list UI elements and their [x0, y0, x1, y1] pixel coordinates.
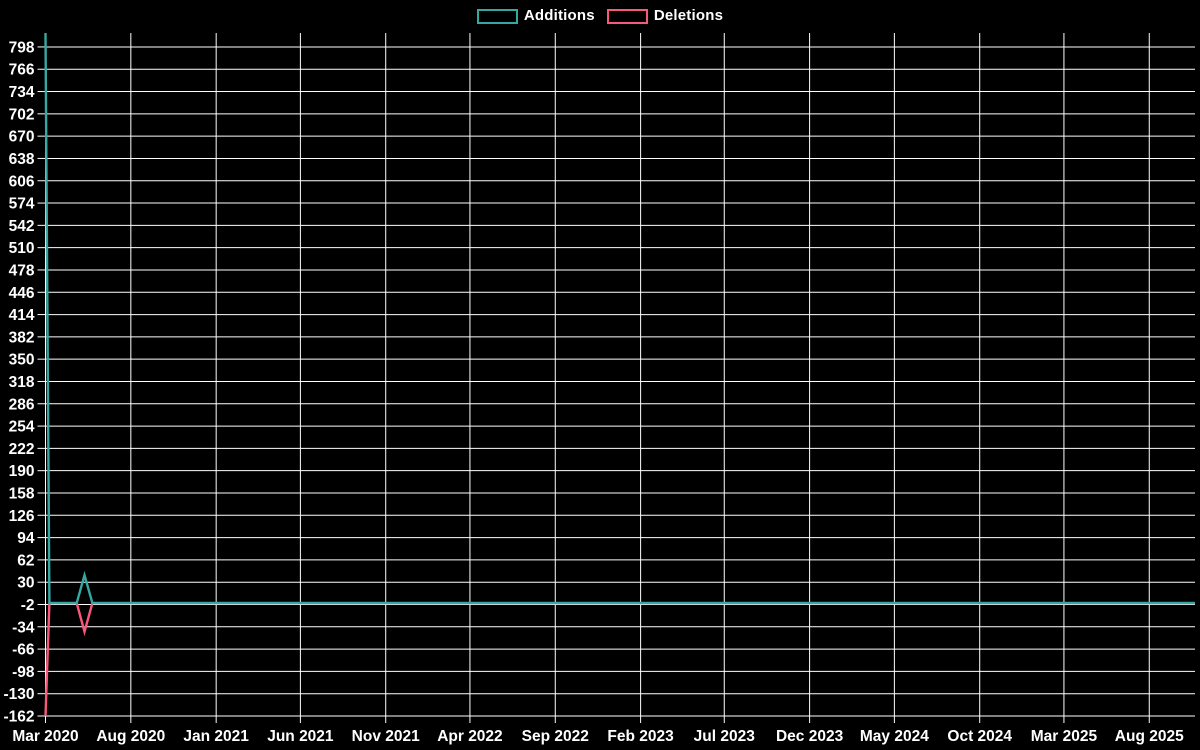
additions-line — [44, 32, 1195, 605]
y-tick-label: 670 — [9, 129, 35, 146]
y-tick-label: 30 — [17, 575, 34, 592]
x-tick-label: Jul 2023 — [694, 728, 756, 745]
y-tick-label: 158 — [9, 485, 35, 502]
x-tick-label: Oct 2024 — [947, 728, 1012, 745]
y-tick-label: 478 — [9, 262, 35, 279]
y-tick-label: -2 — [21, 597, 35, 614]
y-tick-label: 126 — [9, 508, 35, 525]
x-tick-label: Apr 2022 — [437, 728, 502, 745]
additions-swatch-icon — [476, 8, 518, 24]
x-tick-label: Jan 2021 — [183, 728, 249, 745]
y-tick-label: 254 — [9, 419, 35, 436]
y-tick-label: 286 — [9, 396, 35, 413]
x-tick-label: May 2024 — [860, 728, 929, 745]
y-tick-label: 766 — [9, 62, 35, 79]
y-tick-label: 510 — [9, 240, 35, 257]
deletions-line — [44, 601, 1195, 717]
y-tick-label: 734 — [9, 84, 35, 101]
chart-legend: Additions Deletions — [0, 7, 1200, 25]
y-tick-label: 542 — [9, 218, 35, 235]
y-tick-label: 574 — [9, 196, 35, 213]
y-tick-label: 702 — [9, 106, 35, 123]
x-tick-label: Mar 2025 — [1031, 728, 1098, 745]
x-tick-label: Dec 2023 — [776, 728, 844, 745]
y-tick-label: -162 — [3, 709, 34, 726]
x-tick-label: Aug 2020 — [96, 728, 165, 745]
y-tick-label: 446 — [9, 285, 35, 302]
y-tick-label: 798 — [9, 39, 35, 56]
x-tick-label: Feb 2023 — [607, 728, 674, 745]
y-tick-label: 222 — [9, 441, 35, 458]
deletions-swatch-icon — [606, 8, 648, 24]
y-tick-label: 638 — [9, 151, 35, 168]
y-tick-label: 606 — [9, 173, 35, 190]
x-tick-label: Sep 2022 — [522, 728, 589, 745]
legend-item-deletions: Deletions — [606, 7, 724, 25]
x-tick-label: Nov 2021 — [352, 728, 420, 745]
y-tick-label: 318 — [9, 374, 35, 391]
legend-item-additions: Additions — [476, 7, 595, 25]
y-tick-label: -34 — [12, 619, 35, 636]
y-tick-label: -66 — [12, 642, 35, 659]
x-tick-label: Jun 2021 — [267, 728, 334, 745]
y-tick-label: -130 — [3, 686, 34, 703]
x-tick-label: Mar 2020 — [12, 728, 78, 745]
legend-label-deletions: Deletions — [653, 7, 724, 24]
y-tick-label: 62 — [17, 552, 34, 569]
y-tick-label: 94 — [17, 530, 35, 547]
x-tick-label: Aug 2025 — [1115, 728, 1184, 745]
y-tick-label: 350 — [9, 352, 35, 369]
y-tick-label: 414 — [9, 307, 35, 324]
y-tick-label: 190 — [9, 463, 35, 480]
y-tick-label: -98 — [12, 664, 35, 681]
legend-label-additions: Additions — [523, 7, 595, 24]
y-tick-label: 382 — [9, 329, 35, 346]
